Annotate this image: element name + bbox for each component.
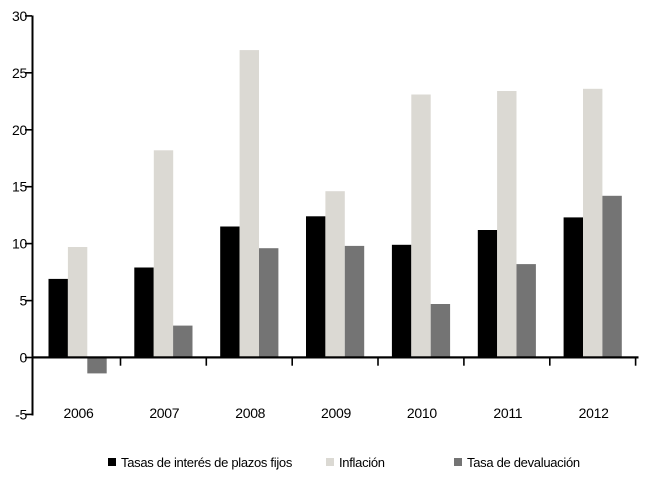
- bar-2007-inflacion: [153, 150, 174, 358]
- bar-2006-tasas-interes-plazos-fijos: [48, 278, 68, 358]
- y-axis-tick: [25, 413, 32, 416]
- bar-2008-tasas-interes-plazos-fijos: [220, 226, 240, 358]
- y-axis-tick: [25, 299, 32, 302]
- y-axis-tick: [25, 15, 32, 17]
- x-axis-year-label-2010: 2010: [407, 405, 437, 421]
- y-axis-tick-label: 5: [20, 293, 28, 309]
- bar-2006-tasa-devaluacion: [87, 357, 107, 374]
- x-axis-tick: [205, 356, 208, 366]
- y-axis-tick-label: 15: [12, 179, 27, 195]
- bar-2010-inflacion: [411, 94, 431, 358]
- x-axis-line: [31, 356, 639, 359]
- y-axis-tick-label: 20: [12, 122, 27, 138]
- bar-2009-tasa-devaluacion: [344, 245, 365, 358]
- legend-swatch-tasa-devaluacion: [454, 458, 462, 466]
- bar-2012-tasa-devaluacion: [602, 195, 622, 358]
- x-axis-year-label-2009: 2009: [321, 405, 351, 421]
- bar-2011-inflacion: [497, 91, 517, 358]
- x-axis-year-label-2011: 2011: [493, 405, 522, 421]
- x-axis-tick: [377, 356, 379, 366]
- bar-2010-tasa-devaluacion: [430, 304, 451, 358]
- y-axis-tick: [25, 129, 32, 131]
- bar-2008-inflacion: [239, 50, 259, 358]
- bar-2011-tasa-devaluacion: [516, 264, 536, 358]
- bar-2008-tasa-devaluacion: [259, 248, 279, 358]
- chart-legend: Tasas de interés de plazos fijos Inflació…: [0, 450, 646, 474]
- bar-2012-tasas-interes-plazos-fijos: [563, 217, 583, 358]
- y-axis-tick: [25, 185, 32, 188]
- x-axis-year-label-2006: 2006: [64, 405, 94, 421]
- y-axis-tick: [25, 72, 32, 74]
- bar-chart-canvas: -5 0 5 10 15 20 25 30 2006 2007 2008 2009 2010 2011 20…: [12, 8, 639, 422]
- x-axis-year-label-2012: 2012: [579, 405, 609, 421]
- bar-2012-inflacion: [583, 88, 603, 358]
- legend-swatch-inflacion: [326, 458, 334, 466]
- bar-2007-tasas-interes-plazos-fijos: [134, 267, 154, 358]
- legend-label-tasas-interes-plazos-fijos: Tasas de interés de plazos fijos: [121, 454, 293, 470]
- x-axis-tick: [291, 356, 293, 366]
- legend-label-inflacion: Inflación: [339, 454, 385, 470]
- x-axis-year-label-2007: 2007: [149, 405, 179, 421]
- x-axis-tick: [549, 356, 551, 366]
- x-axis-tick: [634, 356, 637, 366]
- x-axis-tick: [463, 356, 465, 366]
- x-axis-year-label-2008: 2008: [235, 405, 265, 421]
- bar-2010-tasas-interes-plazos-fijos: [391, 244, 412, 358]
- y-axis-tick-label: 30: [12, 8, 27, 24]
- y-axis-tick-label: 0: [20, 350, 28, 366]
- y-axis-tick: [25, 356, 32, 359]
- legend-swatch-tasas-interes-plazos-fijos: [108, 458, 116, 466]
- bar-2009-tasas-interes-plazos-fijos: [306, 216, 326, 358]
- y-axis-line: [31, 15, 34, 416]
- legend-item-inflacion: Inflación: [326, 450, 385, 474]
- y-axis-tick-label: 25: [12, 65, 27, 81]
- bar-2007-tasa-devaluacion: [173, 325, 193, 358]
- legend-item-tasa-devaluacion: Tasa de devaluación: [454, 450, 580, 474]
- bar-2011-tasas-interes-plazos-fijos: [477, 230, 498, 358]
- legend-item-tasas-interes-plazos-fijos: Tasas de interés de plazos fijos: [108, 450, 292, 474]
- bar-2009-inflacion: [325, 191, 345, 358]
- bar-2006-inflacion: [67, 247, 88, 358]
- y-axis-tick-label: 10: [12, 236, 27, 252]
- y-axis-tick-label: -5: [15, 406, 27, 422]
- legend-label-tasa-devaluacion: Tasa de devaluación: [467, 454, 580, 470]
- y-axis-tick: [25, 242, 32, 245]
- x-axis-tick: [119, 356, 122, 366]
